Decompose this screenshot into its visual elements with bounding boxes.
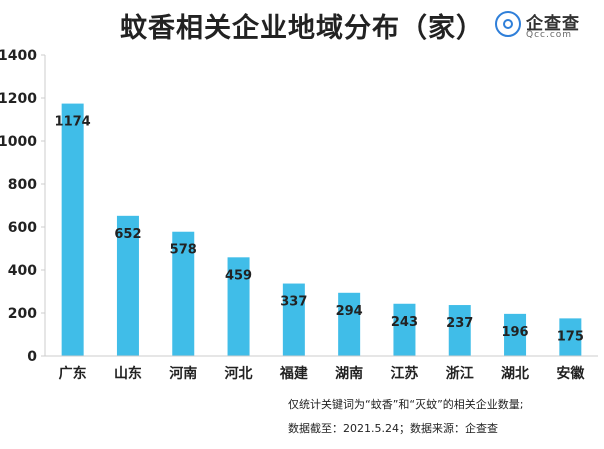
x-tick-label-8: 浙江 xyxy=(446,365,474,382)
bar-2 xyxy=(116,215,139,356)
bar-1 xyxy=(61,103,84,356)
chart-title: 蚊香相关企业地域分布（家） xyxy=(120,13,484,44)
x-tick-label-2: 山东 xyxy=(114,365,142,382)
y-axis: 0 200 400 600 800 1000 1200 1400 xyxy=(0,48,46,365)
bar-7 xyxy=(393,303,416,356)
brand-name: 企查查 xyxy=(526,14,580,34)
data-label-4: 459 xyxy=(225,268,252,283)
data-label-8: 237 xyxy=(446,316,473,331)
data-label-2: 652 xyxy=(114,227,141,242)
data-labels: 1174 652 578 459 337 294 243 237 196 175 xyxy=(55,115,584,345)
bar-3 xyxy=(172,231,195,356)
y-tick-label: 0 xyxy=(27,349,37,365)
note-source: 数据截至：2021.5.24；数据来源：企查查 xyxy=(288,422,498,435)
y-tick-label: 1200 xyxy=(0,91,37,107)
y-tick-label: 1000 xyxy=(0,134,37,150)
x-tick-label-5: 福建 xyxy=(279,365,308,382)
data-label-3: 578 xyxy=(170,243,197,258)
bar-9 xyxy=(504,313,527,356)
qcc-logo-icon xyxy=(495,11,521,37)
bar-8 xyxy=(448,305,471,356)
y-tick-label: 1400 xyxy=(0,48,37,64)
bar-6 xyxy=(338,292,361,356)
x-axis: 广东 山东 河南 河北 福建 湖南 江苏 浙江 湖北 安徽 xyxy=(45,355,598,382)
x-tick-label-1: 广东 xyxy=(59,365,87,382)
note-keywords: 仅统计关键词为“蚊香”和“灭蚊”的相关企业数量; xyxy=(288,398,524,411)
data-label-9: 196 xyxy=(501,325,528,340)
x-tick-label-10: 安徽 xyxy=(556,365,585,382)
y-tick-label: 800 xyxy=(8,177,37,193)
bar-5 xyxy=(282,283,305,356)
x-tick-label-4: 河北 xyxy=(225,365,253,382)
data-label-1: 1174 xyxy=(55,115,91,130)
data-label-6: 294 xyxy=(336,304,363,319)
x-tick-label-9: 湖北 xyxy=(501,366,529,382)
bar-10 xyxy=(559,318,582,356)
y-tick-label: 400 xyxy=(8,263,37,279)
bars xyxy=(61,103,582,356)
data-label-10: 175 xyxy=(557,329,584,344)
brand-logo: 企查查 Qcc.com xyxy=(495,9,599,43)
bar-4 xyxy=(227,257,250,356)
y-tick-label: 600 xyxy=(8,220,37,236)
data-label-5: 337 xyxy=(280,295,307,310)
x-tick-label-6: 湖南 xyxy=(335,365,363,382)
x-tick-label-3: 河南 xyxy=(169,365,197,382)
brand-domain: Qcc.com xyxy=(526,30,573,40)
x-tick-label-7: 江苏 xyxy=(390,365,418,382)
y-tick-label: 200 xyxy=(8,306,37,322)
data-label-7: 243 xyxy=(391,315,418,330)
